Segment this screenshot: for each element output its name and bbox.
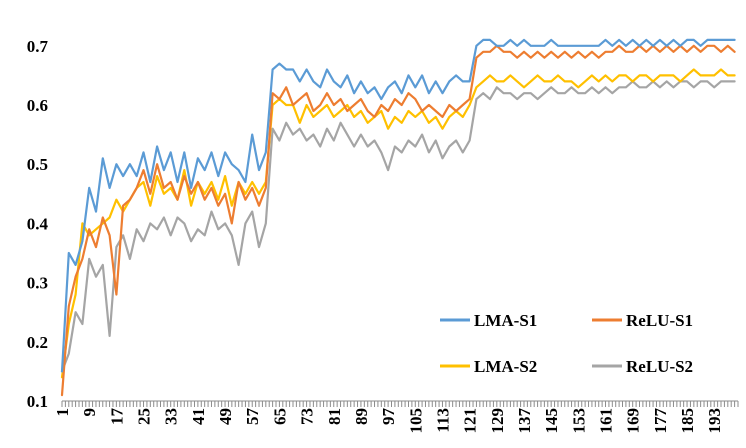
series-line-lma-s2 [60, 68, 736, 379]
legend-item-relu-s1: ReLU-S1 [592, 311, 693, 330]
y-tick-label: 0.3 [27, 274, 48, 293]
x-tick-label: 161 [597, 408, 616, 434]
y-tick-label: 0.7 [27, 37, 49, 56]
legend-label: LMA-S2 [474, 357, 537, 376]
y-axis: 0.1 0.2 0.3 0.4 0.5 0.6 0.7 [27, 37, 49, 411]
x-tick-label: 73 [298, 408, 317, 425]
series-line-relu-s1 [60, 44, 736, 397]
x-tick-label: 169 [624, 408, 643, 434]
legend-label: LMA-S1 [474, 311, 537, 330]
x-tick-label: 9 [80, 408, 99, 417]
x-tick-label: 41 [189, 408, 208, 425]
x-tick-label: 33 [162, 408, 181, 425]
x-tick-label: 81 [325, 408, 344, 425]
y-tick-label: 0.1 [27, 392, 48, 411]
x-tick-label: 25 [135, 408, 154, 425]
x-tick-label: 177 [651, 408, 670, 434]
x-tick-label: 129 [488, 408, 507, 434]
x-tick-label: 113 [433, 408, 452, 433]
y-tick-label: 0.4 [27, 214, 49, 233]
legend: LMA-S1 ReLU-S1 LMA-S2 ReLU-S2 [440, 311, 693, 376]
x-tick-label: 153 [569, 408, 588, 434]
y-tick-label: 0.2 [27, 333, 48, 352]
x-tick-label: 193 [705, 408, 724, 434]
legend-item-lma-s2: LMA-S2 [440, 357, 537, 376]
series-layer [60, 38, 736, 397]
x-tick-label: 1 [53, 408, 72, 417]
series-line-relu-s2 [60, 80, 736, 373]
x-tick-label: 137 [515, 408, 534, 434]
series-line-lma-s1 [60, 38, 736, 373]
x-tick-label: 105 [406, 408, 425, 434]
x-tick-label: 145 [542, 408, 561, 434]
x-tick-label: 89 [352, 408, 371, 425]
legend-item-lma-s1: LMA-S1 [440, 311, 537, 330]
x-tick-label: 17 [107, 408, 126, 426]
legend-label: ReLU-S2 [626, 357, 693, 376]
x-tick-label: 97 [379, 408, 398, 426]
y-tick-label: 0.6 [27, 96, 48, 115]
x-tick-label: 49 [216, 408, 235, 425]
x-tick-label: 185 [678, 408, 697, 434]
legend-item-relu-s2: ReLU-S2 [592, 357, 693, 376]
x-tick-label: 65 [270, 408, 289, 425]
x-tick-label: 57 [243, 408, 262, 426]
x-axis: 1 9 17 25 33 41 49 57 65 73 81 89 97 105 113 121 129 137 1… [53, 400, 739, 434]
legend-label: ReLU-S1 [626, 311, 693, 330]
y-tick-label: 0.5 [27, 155, 48, 174]
x-tick-label: 121 [461, 408, 480, 434]
